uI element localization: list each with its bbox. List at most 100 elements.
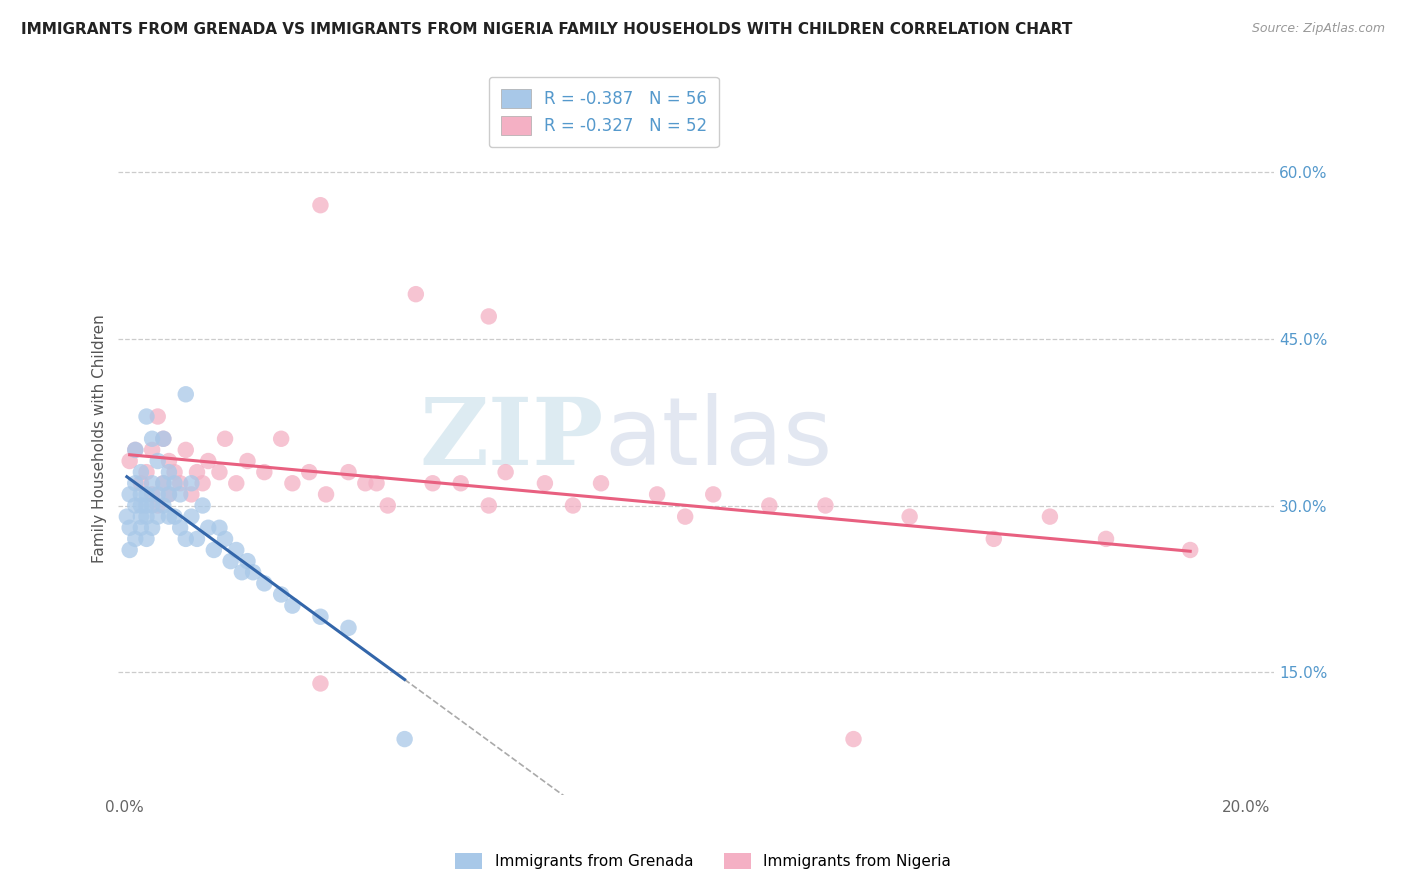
Point [157,454,180,468]
Point [146,499,169,513]
Point [354,476,377,491]
Text: Source: ZipAtlas.com: Source: ZipAtlas.com [1251,22,1385,36]
Point [174,387,197,401]
Point [118,521,141,535]
Point [141,521,163,535]
Point [135,532,157,546]
Point [118,543,141,558]
Point [135,499,157,513]
Point [197,454,219,468]
Point [157,487,180,501]
Point [152,432,174,446]
Point [118,487,141,501]
Point [186,465,208,479]
Point [180,487,202,501]
Point [898,509,921,524]
Point [146,487,169,501]
Point [645,487,668,501]
Point [152,476,174,491]
Point [202,543,225,558]
Point [186,532,208,546]
Y-axis label: Family Households with Children: Family Households with Children [93,314,107,563]
Legend: R = -0.387   N = 56, R = -0.327   N = 52: R = -0.387 N = 56, R = -0.327 N = 52 [489,77,718,147]
Point [309,198,332,212]
Point [129,487,152,501]
Point [236,454,259,468]
Point [242,566,264,580]
Point [169,476,191,491]
Point [758,499,780,513]
Point [141,442,163,457]
Point [124,532,146,546]
Point [191,476,214,491]
Point [163,509,186,524]
Point [422,476,444,491]
Point [152,432,174,446]
Point [129,509,152,524]
Point [208,521,231,535]
Text: IMMIGRANTS FROM GRENADA VS IMMIGRANTS FROM NIGERIA FAMILY HOUSEHOLDS WITH CHILDR: IMMIGRANTS FROM GRENADA VS IMMIGRANTS FR… [21,22,1073,37]
Point [281,599,304,613]
Point [394,732,416,747]
Point [152,476,174,491]
Point [146,409,169,424]
Point [534,476,557,491]
Point [478,499,501,513]
Point [309,676,332,690]
Text: atlas: atlas [605,392,832,484]
Legend: Immigrants from Grenada, Immigrants from Nigeria: Immigrants from Grenada, Immigrants from… [449,847,957,875]
Point [562,499,585,513]
Point [135,487,157,501]
Point [180,476,202,491]
Point [152,499,174,513]
Point [174,532,197,546]
Point [124,476,146,491]
Point [842,732,865,747]
Point [157,509,180,524]
Point [478,310,501,324]
Point [315,487,337,501]
Point [225,543,247,558]
Point [236,554,259,568]
Point [231,566,253,580]
Point [253,576,276,591]
Point [450,476,472,491]
Point [129,465,152,479]
Point [214,432,236,446]
Point [135,465,157,479]
Point [702,487,724,501]
Point [135,509,157,524]
Point [124,499,146,513]
Point [174,442,197,457]
Point [366,476,388,491]
Point [129,499,152,513]
Point [270,432,292,446]
Text: ZIP: ZIP [419,393,605,483]
Point [1039,509,1062,524]
Point [169,521,191,535]
Point [405,287,427,301]
Point [141,476,163,491]
Point [141,487,163,501]
Point [146,454,169,468]
Point [337,465,360,479]
Point [146,509,169,524]
Point [214,532,236,546]
Point [495,465,517,479]
Point [129,476,152,491]
Point [309,609,332,624]
Point [814,499,837,513]
Point [163,465,186,479]
Point [124,442,146,457]
Point [983,532,1005,546]
Point [253,465,276,479]
Point [115,509,138,524]
Point [589,476,612,491]
Point [1095,532,1118,546]
Point [118,454,141,468]
Point [377,499,399,513]
Point [673,509,696,524]
Point [129,521,152,535]
Point [197,521,219,535]
Point [124,442,146,457]
